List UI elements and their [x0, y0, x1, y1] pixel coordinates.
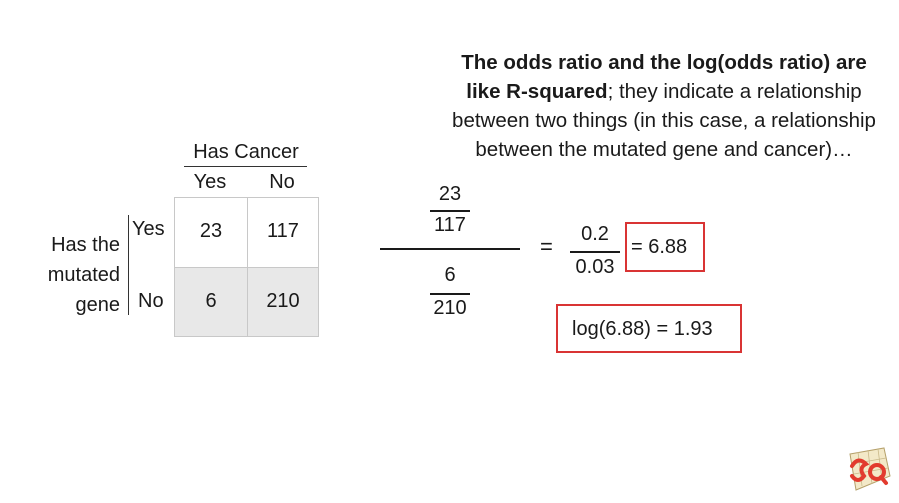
- row-header-no: No: [138, 290, 164, 312]
- odds-ratio-box: = 6.88: [625, 222, 705, 272]
- sq-logo-icon: [849, 447, 891, 491]
- bottom-denominator: 210: [433, 297, 467, 319]
- cell-yes-yes: 23: [199, 220, 223, 242]
- explanation-text: The odds ratio and the log(odds ratio) a…: [448, 48, 880, 164]
- top-fraction-bar: [430, 210, 470, 212]
- row-title-line-1: Has the: [51, 234, 120, 256]
- main-fraction-bar: [380, 248, 520, 250]
- row-title-line-3: gene: [75, 294, 121, 316]
- explanation-rest: ; they indicate a relationship between t…: [452, 80, 876, 161]
- top-numerator: 23: [438, 183, 462, 205]
- row-title-bracket: [128, 215, 129, 315]
- equals-sign: =: [540, 234, 553, 259]
- cell-no-yes: 6: [205, 290, 217, 312]
- odds-ratio-value: = 6.88: [631, 236, 688, 258]
- simplified-fraction-bar: [570, 251, 620, 253]
- bottom-numerator: 6: [444, 264, 456, 286]
- explanation-bold: The odds ratio and the log(odds ratio) a…: [461, 51, 867, 103]
- row-header-yes: Yes: [132, 218, 165, 240]
- column-header-no: No: [269, 171, 295, 193]
- contingency-table: 23 117 6 210: [174, 197, 319, 337]
- row-title-line-2: mutated: [47, 264, 120, 286]
- top-denominator: 117: [434, 214, 466, 236]
- row-title: Has the mutated gene: [20, 230, 120, 320]
- simplified-numerator: 0.2: [581, 223, 609, 245]
- cell-yes-no: 117: [267, 220, 299, 242]
- column-header-yes: Yes: [193, 171, 227, 193]
- cell-no-no: 210: [266, 290, 300, 312]
- bottom-fraction-bar: [430, 293, 470, 295]
- column-title: Has Cancer: [193, 141, 299, 163]
- log-odds-value: log(6.88) = 1.93: [572, 318, 713, 340]
- column-title-underline: [184, 166, 307, 167]
- shaded-row: [175, 267, 318, 336]
- simplified-denominator: 0.03: [575, 256, 615, 278]
- log-odds-box: log(6.88) = 1.93: [556, 304, 742, 353]
- table-divider-horizontal: [175, 267, 318, 268]
